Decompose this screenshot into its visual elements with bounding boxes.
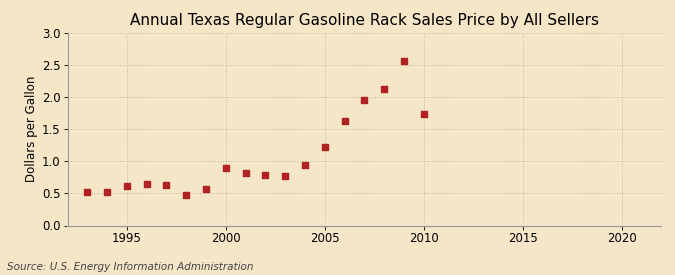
Point <box>418 112 429 116</box>
Point <box>260 173 271 177</box>
Title: Annual Texas Regular Gasoline Rack Sales Price by All Sellers: Annual Texas Regular Gasoline Rack Sales… <box>130 13 599 28</box>
Point <box>240 171 251 175</box>
Point <box>82 190 92 194</box>
Text: Source: U.S. Energy Information Administration: Source: U.S. Energy Information Administ… <box>7 262 253 272</box>
Y-axis label: Dollars per Gallon: Dollars per Gallon <box>25 76 38 182</box>
Point <box>141 182 152 187</box>
Point <box>122 183 132 188</box>
Point <box>102 190 113 194</box>
Point <box>221 166 232 170</box>
Point <box>280 174 291 178</box>
Point <box>200 187 211 191</box>
Point <box>379 87 389 91</box>
Point <box>359 98 370 103</box>
Point <box>161 183 172 187</box>
Point <box>399 58 410 63</box>
Point <box>319 145 330 149</box>
Point <box>340 119 350 123</box>
Point <box>181 193 192 197</box>
Point <box>300 163 310 167</box>
